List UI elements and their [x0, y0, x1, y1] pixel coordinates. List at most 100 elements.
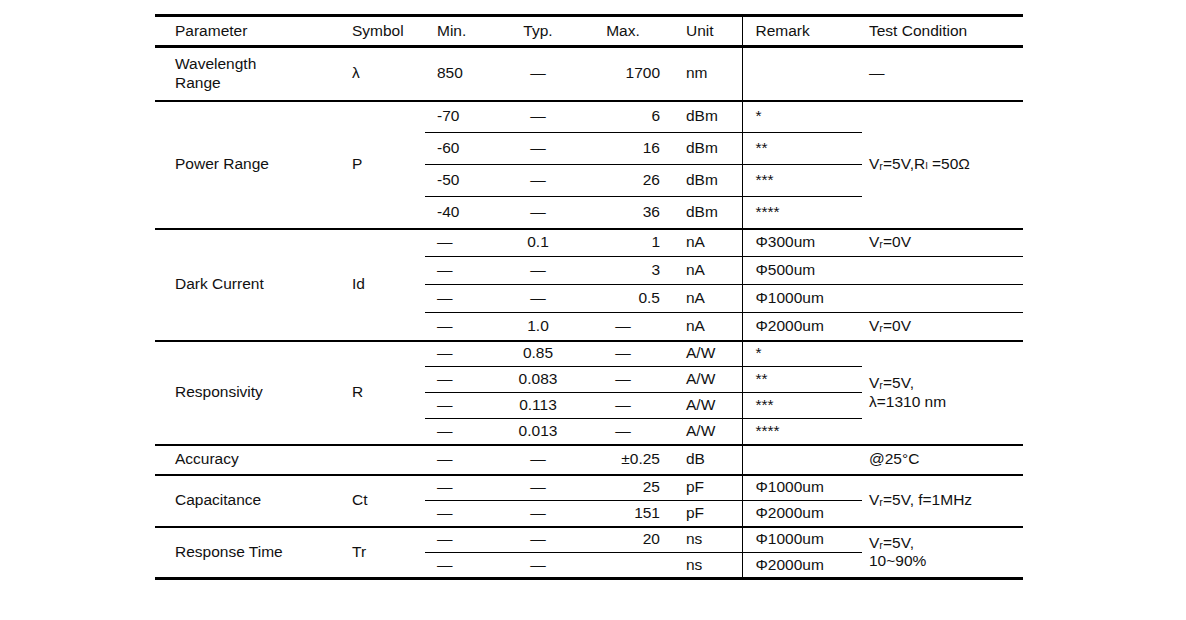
document-page: ParameterSymbolMin.Typ.Max.UnitRemarkTes…: [0, 0, 1186, 620]
cell-min: -40: [425, 197, 498, 229]
cell-typ: —: [498, 101, 578, 133]
cell-unit: A/W: [668, 367, 742, 393]
table-row: CapacitanceCt——25pFΦ1000umVᵣ=5V, f=1MHz: [155, 475, 1023, 501]
header-cell-max: Max.: [578, 16, 668, 47]
cell-unit: ns: [668, 553, 742, 579]
cell-test-condition: [862, 285, 1023, 313]
cell-max: 0.5: [578, 285, 668, 313]
header-cell-parameter: Parameter: [155, 16, 340, 47]
cell-unit: A/W: [668, 393, 742, 419]
cell-unit: dBm: [668, 133, 742, 165]
group-wavelength-range: Wavelength Rangeλ850—1700nm—: [155, 47, 1023, 101]
cell-test-condition: @25°C: [862, 445, 1023, 475]
cell-remark: Φ1000um: [742, 475, 862, 501]
spec-table: ParameterSymbolMin.Typ.Max.UnitRemarkTes…: [155, 14, 1023, 580]
header-cell-typ: Typ.: [498, 16, 578, 47]
cell-remark: ****: [742, 197, 862, 229]
cell-max: 25: [578, 475, 668, 501]
cell-typ: —: [498, 165, 578, 197]
header-row: ParameterSymbolMin.Typ.Max.UnitRemarkTes…: [155, 16, 1023, 47]
cell-min: —: [425, 367, 498, 393]
header-cell-symbol: Symbol: [340, 16, 425, 47]
cell-max: [578, 553, 668, 579]
cell-typ: 0.083: [498, 367, 578, 393]
table-row: Power RangeP-70—6dBm*Vᵣ=5V,Rₗ =50Ω: [155, 101, 1023, 133]
cell-unit: pF: [668, 501, 742, 527]
cell-unit: nA: [668, 285, 742, 313]
cell-remark: Φ1000um: [742, 527, 862, 553]
cell-unit: nA: [668, 313, 742, 341]
cell-test-condition: —: [862, 47, 1023, 101]
cell-typ: —: [498, 527, 578, 553]
cell-typ: —: [498, 257, 578, 285]
cell-unit: A/W: [668, 419, 742, 445]
cell-max: —: [578, 419, 668, 445]
cell-max: 6: [578, 101, 668, 133]
cell-parameter: Power Range: [155, 101, 340, 229]
cell-symbol: Ct: [340, 475, 425, 527]
cell-typ: 0.85: [498, 341, 578, 367]
cell-max: —: [578, 367, 668, 393]
cell-unit: dBm: [668, 197, 742, 229]
group-dark-current: Dark CurrentId—0.11nAΦ300umVᵣ=0V——3nAΦ50…: [155, 229, 1023, 341]
cell-min: —: [425, 419, 498, 445]
cell-max: —: [578, 341, 668, 367]
cell-test-condition: Vᵣ=5V, λ=1310 nm: [862, 341, 1023, 445]
cell-max: ±0.25: [578, 445, 668, 475]
cell-min: —: [425, 501, 498, 527]
cell-symbol: Tr: [340, 527, 425, 579]
cell-remark: *: [742, 101, 862, 133]
cell-min: 850: [425, 47, 498, 101]
cell-typ: —: [498, 475, 578, 501]
table-row: Dark CurrentId—0.11nAΦ300umVᵣ=0V: [155, 229, 1023, 257]
cell-min: —: [425, 445, 498, 475]
cell-remark: Φ300um: [742, 229, 862, 257]
cell-parameter: Wavelength Range: [155, 47, 340, 101]
cell-min: —: [425, 475, 498, 501]
group-response-time: Response TimeTr——20nsΦ1000umVᵣ=5V, 10~90…: [155, 527, 1023, 579]
cell-test-condition: Vᵣ=5V,Rₗ =50Ω: [862, 101, 1023, 229]
cell-test-condition: Vᵣ=0V: [862, 229, 1023, 257]
cell-max: 1700: [578, 47, 668, 101]
cell-max: 26: [578, 165, 668, 197]
cell-min: —: [425, 257, 498, 285]
cell-min: -70: [425, 101, 498, 133]
cell-typ: —: [498, 501, 578, 527]
cell-unit: nA: [668, 229, 742, 257]
cell-typ: —: [498, 553, 578, 579]
header-cell-unit: Unit: [668, 16, 742, 47]
cell-remark: Φ2000um: [742, 553, 862, 579]
cell-typ: 0.1: [498, 229, 578, 257]
cell-symbol: [340, 445, 425, 475]
cell-typ: 0.013: [498, 419, 578, 445]
cell-unit: pF: [668, 475, 742, 501]
cell-max: 151: [578, 501, 668, 527]
header-cell-min: Min.: [425, 16, 498, 47]
cell-max: 36: [578, 197, 668, 229]
cell-symbol: P: [340, 101, 425, 229]
table-row: ResponsivityR—0.85—A/W*Vᵣ=5V, λ=1310 nm: [155, 341, 1023, 367]
cell-remark: Φ1000um: [742, 285, 862, 313]
cell-unit: A/W: [668, 341, 742, 367]
cell-remark: Φ2000um: [742, 501, 862, 527]
cell-min: —: [425, 553, 498, 579]
cell-remark: Φ500um: [742, 257, 862, 285]
cell-typ: —: [498, 285, 578, 313]
cell-min: —: [425, 285, 498, 313]
table-row: Response TimeTr——20nsΦ1000umVᵣ=5V, 10~90…: [155, 527, 1023, 553]
group-capacitance: CapacitanceCt——25pFΦ1000umVᵣ=5V, f=1MHz—…: [155, 475, 1023, 527]
cell-typ: 0.113: [498, 393, 578, 419]
cell-min: —: [425, 229, 498, 257]
cell-parameter: Responsivity: [155, 341, 340, 445]
cell-remark: *: [742, 341, 862, 367]
group-responsivity: ResponsivityR—0.85—A/W*Vᵣ=5V, λ=1310 nm—…: [155, 341, 1023, 445]
cell-unit: dB: [668, 445, 742, 475]
group-accuracy: Accuracy——±0.25dB@25°C: [155, 445, 1023, 475]
cell-typ: —: [498, 47, 578, 101]
cell-parameter: Capacitance: [155, 475, 340, 527]
cell-parameter: Response Time: [155, 527, 340, 579]
cell-symbol: R: [340, 341, 425, 445]
cell-typ: —: [498, 445, 578, 475]
cell-typ: —: [498, 197, 578, 229]
cell-max: —: [578, 393, 668, 419]
